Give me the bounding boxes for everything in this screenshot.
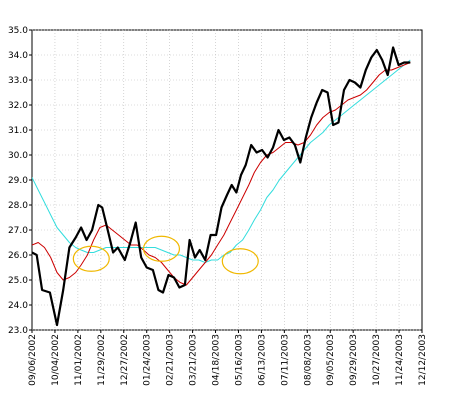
y-tick-label: 32.0	[8, 101, 28, 111]
x-tick-label: 09/29/2003	[349, 334, 359, 386]
y-tick-label: 29.0	[8, 176, 28, 186]
y-tick-label: 26.0	[8, 251, 28, 261]
x-tick-label: 10/04/2002	[51, 334, 61, 386]
annotation-ellipse	[72, 245, 110, 272]
x-tick-label: 05/16/2003	[234, 334, 244, 386]
x-tick-label: 08/08/2003	[303, 334, 313, 386]
x-tick-label: 02/21/2003	[166, 334, 176, 386]
series-line-long-ma	[32, 59, 411, 263]
y-tick-label: 27.0	[8, 226, 28, 236]
annotation-ellipse	[142, 235, 181, 262]
y-tick-label: 35.0	[8, 26, 28, 36]
x-tick-label: 11/01/2002	[74, 334, 84, 386]
series-line-short-ma	[32, 62, 411, 286]
y-tick-label: 23.0	[8, 326, 28, 336]
y-tick-label: 34.0	[8, 51, 28, 61]
x-tick-label: 04/18/2003	[212, 334, 222, 386]
y-tick-label: 24.0	[8, 301, 28, 311]
y-tick-label: 25.0	[8, 276, 28, 286]
x-tick-label: 12/27/2002	[120, 334, 130, 386]
annotation-ellipse	[221, 248, 259, 275]
x-tick-label: 10/27/2003	[372, 334, 382, 386]
y-tick-label: 30.0	[8, 151, 28, 161]
x-tick-label: 07/11/2003	[280, 334, 290, 386]
x-tick-label: 09/05/2003	[326, 334, 336, 386]
series-line-price	[32, 46, 411, 327]
x-tick-label: 09/06/2002	[28, 334, 38, 386]
x-tick-label: 06/13/2003	[257, 334, 267, 386]
x-tick-label: 12/12/2003	[418, 334, 428, 386]
y-tick-label: 33.0	[8, 76, 28, 86]
x-tick-label: 03/21/2003	[189, 334, 199, 386]
x-tick-label: 11/24/2003	[395, 334, 405, 386]
x-tick-label: 11/29/2002	[97, 334, 107, 386]
y-tick-label: 31.0	[8, 126, 28, 136]
y-tick-label: 28.0	[8, 201, 28, 211]
x-tick-label: 01/24/2003	[143, 334, 153, 386]
